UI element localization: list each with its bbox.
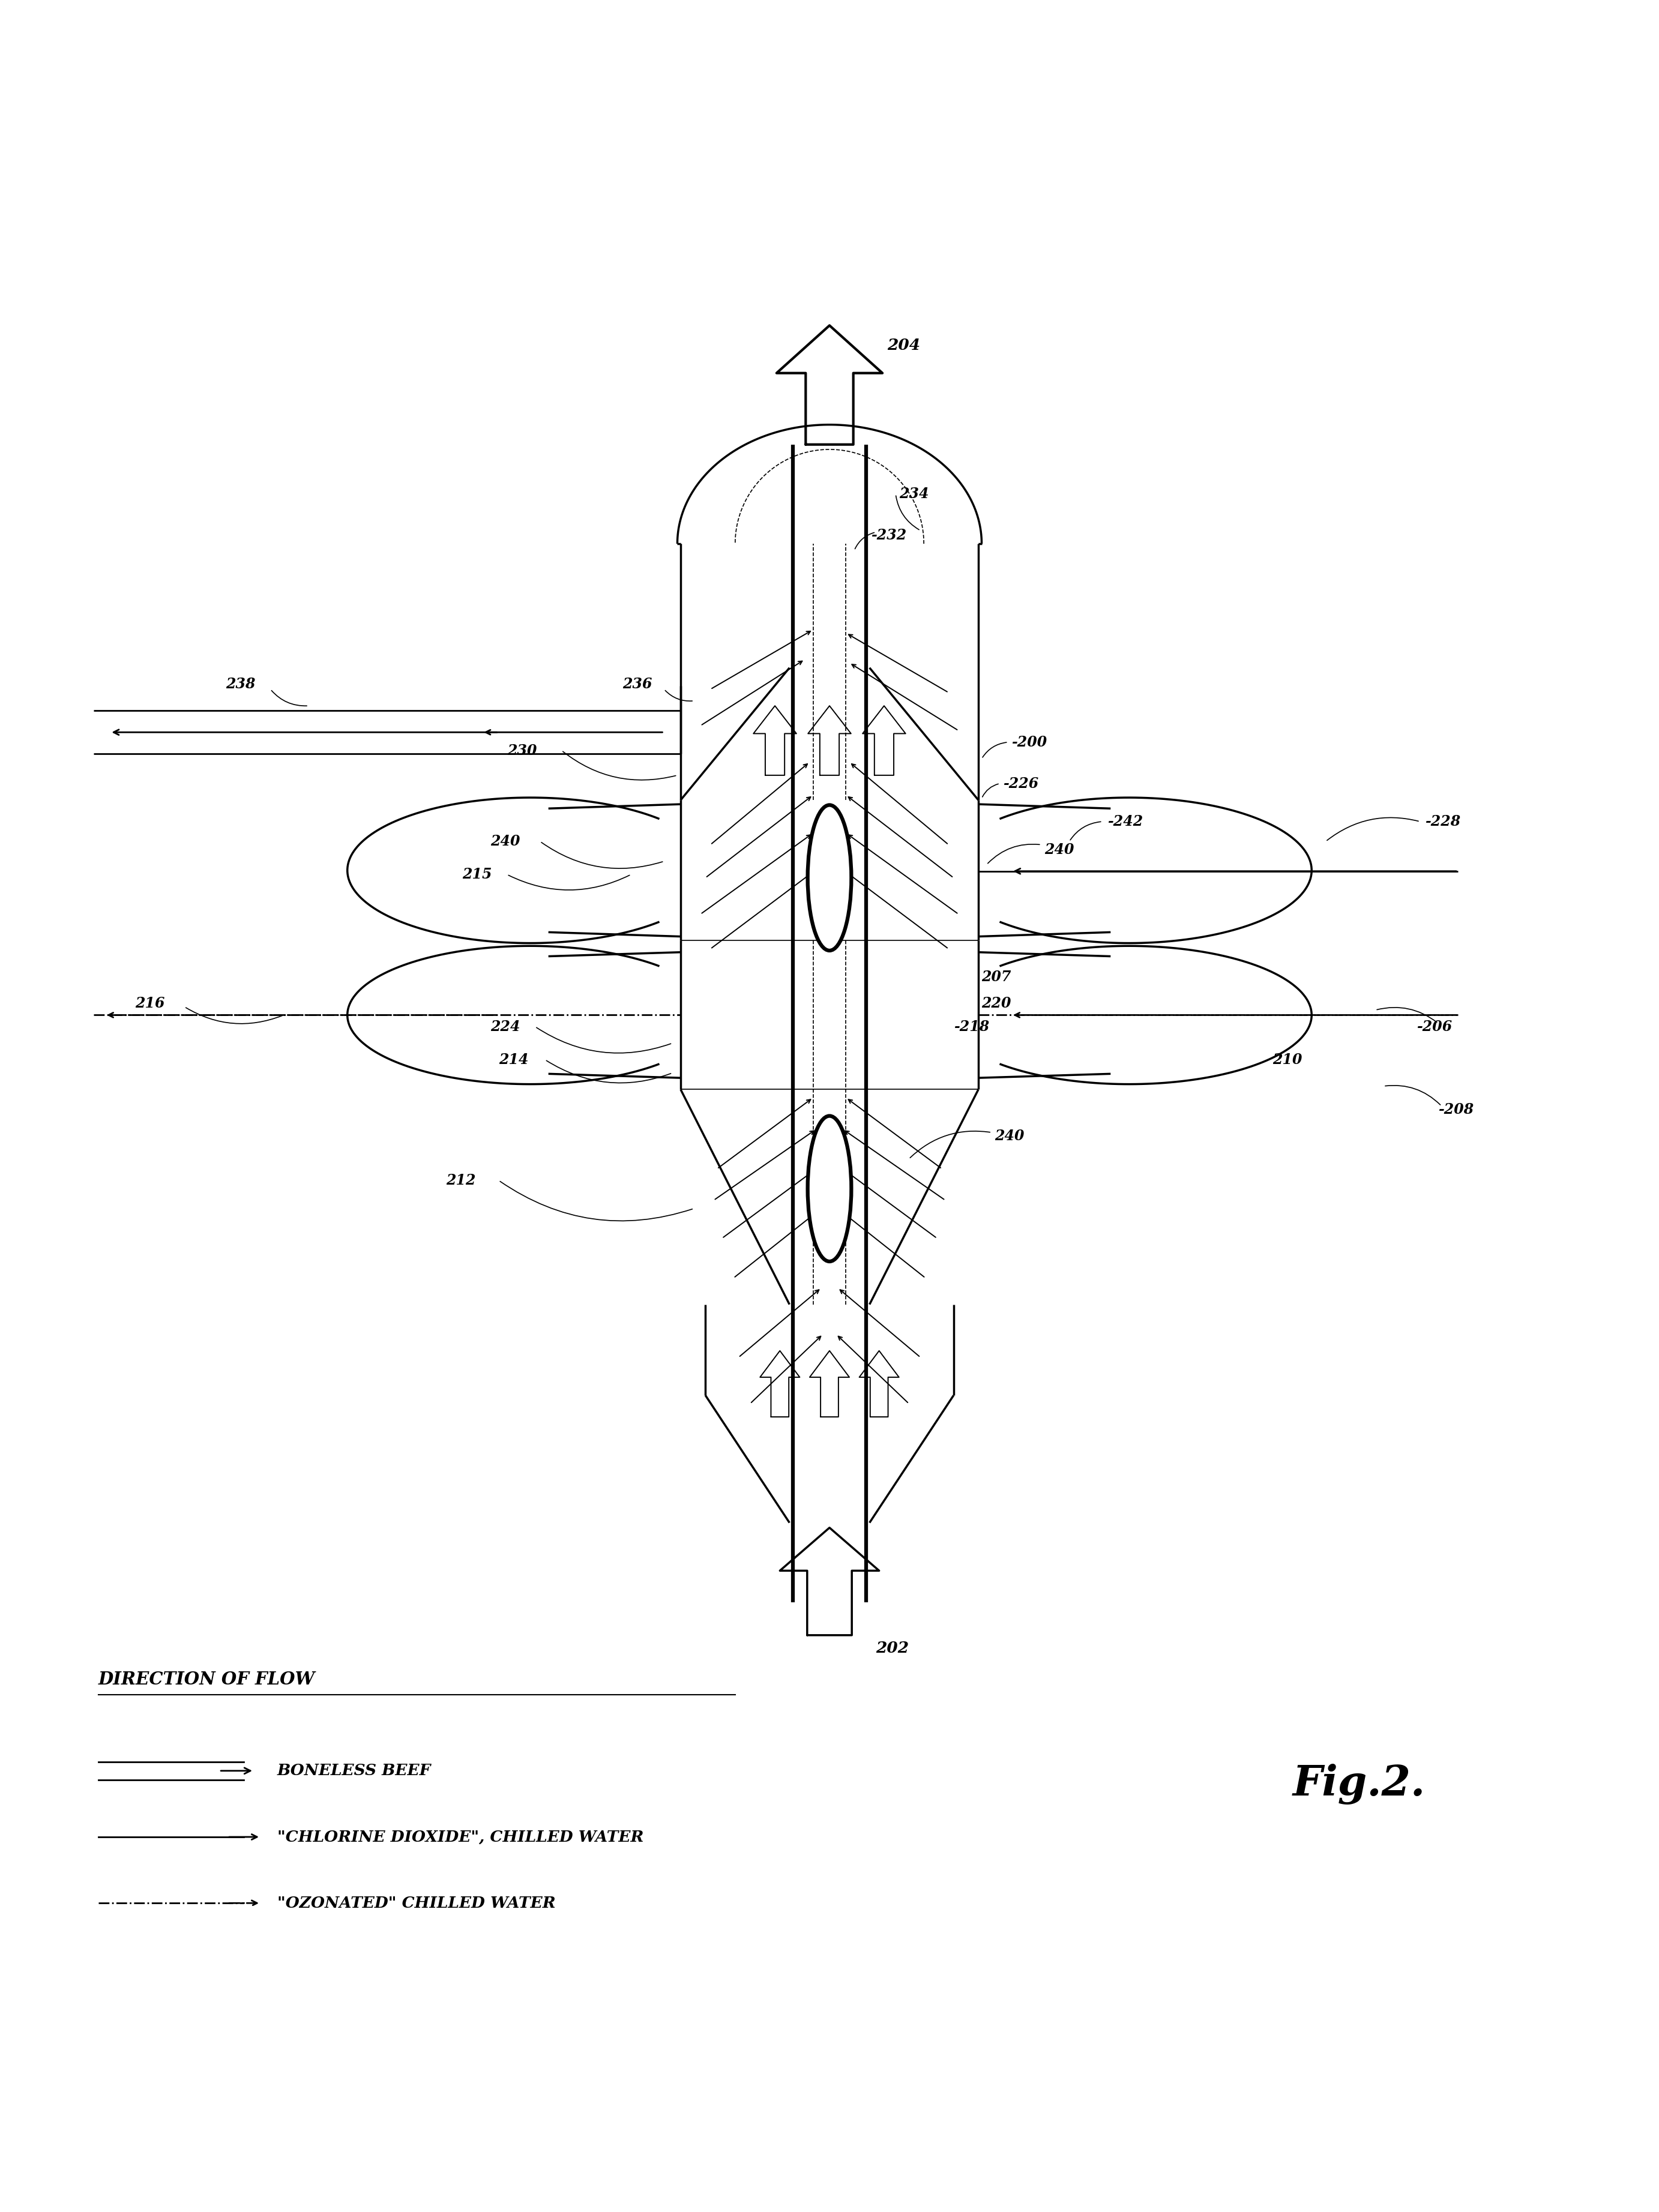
Text: 236: 236: [622, 677, 652, 692]
Text: 240: 240: [1045, 843, 1075, 856]
Text: 234: 234: [899, 487, 929, 502]
Text: 230: 230: [508, 743, 536, 759]
Text: 240: 240: [995, 1128, 1025, 1144]
Text: 210: 210: [1272, 1053, 1302, 1066]
Text: 212: 212: [446, 1172, 476, 1188]
Text: 220: 220: [982, 995, 1012, 1011]
Text: BONELESS BEEF: BONELESS BEEF: [277, 1763, 431, 1778]
Ellipse shape: [808, 1115, 851, 1261]
Text: -200: -200: [1012, 734, 1047, 750]
Text: -218: -218: [954, 1020, 989, 1033]
Text: -208: -208: [1438, 1102, 1473, 1117]
Text: 240: 240: [491, 834, 521, 849]
Text: "OZONATED" CHILLED WATER: "OZONATED" CHILLED WATER: [277, 1896, 556, 1911]
Text: -242: -242: [1107, 814, 1143, 830]
Text: 207: 207: [982, 969, 1012, 984]
Ellipse shape: [808, 805, 851, 951]
Text: -206: -206: [1417, 1020, 1452, 1033]
Text: 202: 202: [876, 1641, 909, 1657]
Text: -226: -226: [1004, 776, 1039, 790]
Text: 215: 215: [463, 867, 493, 883]
Text: 224: 224: [491, 1020, 521, 1033]
Text: 214: 214: [499, 1053, 529, 1066]
Text: "CHLORINE DIOXIDE", CHILLED WATER: "CHLORINE DIOXIDE", CHILLED WATER: [277, 1829, 644, 1845]
Text: DIRECTION OF FLOW: DIRECTION OF FLOW: [98, 1670, 315, 1688]
Text: -232: -232: [871, 529, 906, 542]
Text: 204: 204: [888, 338, 921, 352]
Text: 238: 238: [226, 677, 255, 692]
Text: Fig.2.: Fig.2.: [1292, 1763, 1425, 1805]
Text: 216: 216: [134, 995, 164, 1011]
Text: -228: -228: [1425, 814, 1460, 830]
